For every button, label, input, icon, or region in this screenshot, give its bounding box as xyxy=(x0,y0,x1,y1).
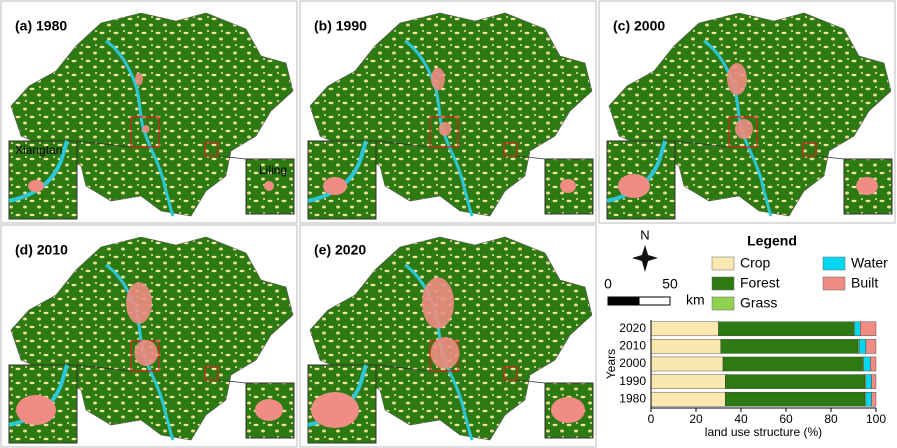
built-area xyxy=(28,180,44,192)
y-tick-label: 2010 xyxy=(619,339,646,353)
scale-unit: km xyxy=(686,292,705,308)
x-axis-label: land use structure (%) xyxy=(705,425,822,439)
map-panel: (c) 2000 xyxy=(598,0,896,224)
bar-segment xyxy=(650,321,719,337)
bar-segment xyxy=(650,391,726,407)
map-panel: (e) 2020 xyxy=(299,224,597,448)
scale-bar xyxy=(638,296,671,306)
panel-label: (d) 2010 xyxy=(15,242,68,258)
x-tick-label: 60 xyxy=(779,412,793,426)
legend-swatch xyxy=(711,256,735,271)
bar-segment xyxy=(854,321,861,337)
bar-segment xyxy=(865,374,872,389)
built-area xyxy=(727,63,747,95)
built-area xyxy=(431,67,445,91)
bar-segment xyxy=(720,339,859,354)
map-panel: (d) 2010 xyxy=(0,224,298,448)
legend-label: Grass xyxy=(740,295,777,311)
bar-segment xyxy=(718,321,854,337)
legend-swatch xyxy=(822,276,846,291)
built-area xyxy=(311,392,359,428)
panel-label: (e) 2020 xyxy=(314,242,366,258)
x-tick-label: 40 xyxy=(734,412,748,426)
legend-label: Forest xyxy=(740,275,780,291)
y-axis-label: Years xyxy=(604,349,618,379)
legend-swatch xyxy=(711,276,735,291)
bar-segment xyxy=(722,356,863,372)
panel-label: (b) 1990 xyxy=(314,18,367,34)
built-area xyxy=(16,395,56,425)
bar-segment xyxy=(858,339,867,354)
legend-label: Water xyxy=(851,255,888,271)
bar-segment xyxy=(650,356,724,372)
x-tick-label: 0 xyxy=(648,412,655,426)
x-tick-label: 100 xyxy=(866,412,886,426)
scale-label: 50 xyxy=(662,276,678,292)
map-panel: (b) 1990 xyxy=(299,0,597,224)
bar-segment xyxy=(871,391,877,407)
x-tick-label: 20 xyxy=(689,412,703,426)
built-area xyxy=(142,125,150,133)
scale-bar xyxy=(607,296,640,306)
built-area xyxy=(438,122,452,136)
legend-swatch xyxy=(711,296,735,311)
legend-area: N Legend km xyxy=(632,227,797,308)
built-area xyxy=(255,399,283,421)
legend-title: Legend xyxy=(747,233,797,249)
built-area xyxy=(430,337,460,369)
map-panel: (a) 1980 Xiangtan Liling xyxy=(0,0,298,224)
panel-label: (c) 2000 xyxy=(613,18,665,34)
built-area xyxy=(126,282,152,324)
built-area xyxy=(264,181,274,191)
built-area xyxy=(422,277,454,329)
bar-segment xyxy=(725,374,865,389)
legend-label: Built xyxy=(851,275,878,291)
built-area xyxy=(323,177,347,195)
bar-segment xyxy=(860,321,877,337)
bar-segment xyxy=(863,356,871,372)
legend-swatch xyxy=(822,256,846,271)
built-area xyxy=(135,72,143,86)
city-label: Liling xyxy=(259,163,287,177)
bar-segment xyxy=(725,391,865,407)
y-tick-label: 1990 xyxy=(619,374,646,388)
built-area xyxy=(856,177,878,195)
north-label: N xyxy=(640,227,649,242)
panel-label: (a) 1980 xyxy=(15,18,67,34)
built-area xyxy=(560,179,576,193)
bar-segment xyxy=(871,374,877,389)
built-area xyxy=(618,174,650,198)
bar-segment xyxy=(650,374,726,389)
x-tick-label: 80 xyxy=(824,412,838,426)
bar-segment xyxy=(870,356,877,372)
built-area xyxy=(134,340,158,366)
bar-segment xyxy=(865,339,877,354)
scale-label: 0 xyxy=(604,276,612,292)
legend-label: Crop xyxy=(740,255,771,271)
bar-segment xyxy=(650,339,721,354)
city-label: Xiangtan xyxy=(15,143,62,157)
north-arrow xyxy=(632,245,658,272)
y-tick-label: 2020 xyxy=(619,321,646,335)
bar-segment xyxy=(865,391,872,407)
built-area xyxy=(735,119,753,139)
built-area xyxy=(551,397,585,423)
y-tick-label: 1980 xyxy=(619,391,646,405)
y-tick-label: 2000 xyxy=(619,356,646,370)
